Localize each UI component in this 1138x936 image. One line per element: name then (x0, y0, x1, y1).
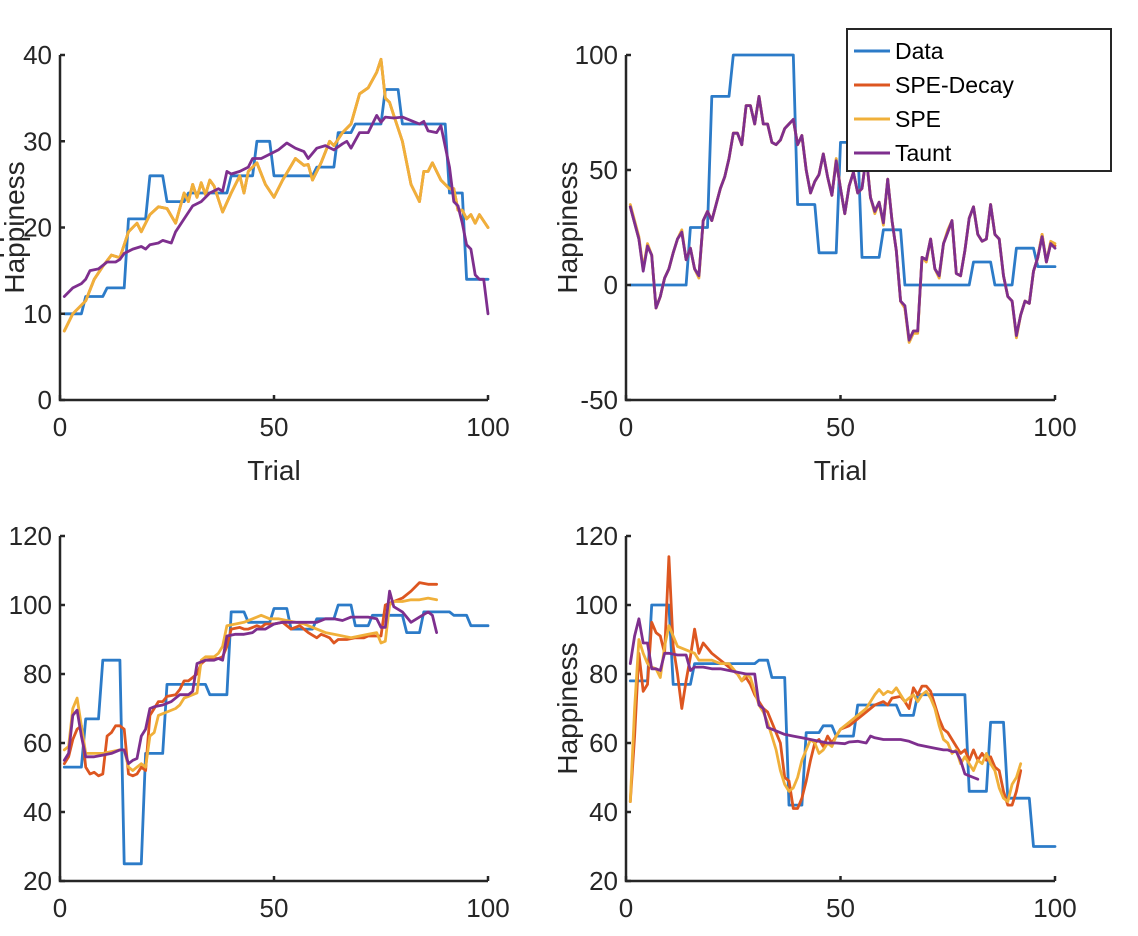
legend-box (846, 28, 1112, 172)
legend-entry: Data (854, 38, 944, 64)
series-group (628, 53, 1057, 344)
legend-label: Data (895, 38, 944, 64)
y-tick-label: 0 (38, 385, 52, 415)
x-tick-label: 50 (260, 412, 289, 442)
series-line-taunt (628, 617, 980, 781)
legend-label: SPE (895, 106, 941, 132)
x-tick-label: 0 (619, 893, 633, 923)
legend: Data SPE-Decay SPE Taunt (846, 28, 1112, 172)
y-tick-label: 20 (23, 866, 52, 896)
x-axis-label: Trial (814, 455, 867, 486)
series-line-data (628, 53, 1057, 287)
x-tick-label: 50 (826, 412, 855, 442)
y-tick-label: 40 (23, 40, 52, 70)
legend-entry: SPE (854, 106, 941, 132)
x-axis-label: Trial (247, 455, 300, 486)
series-line-taunt (62, 589, 438, 766)
legend-label: Taunt (895, 140, 952, 166)
y-axis-label: Happiness (552, 161, 583, 293)
x-tick-label: 100 (466, 412, 509, 442)
y-tick-label: 100 (9, 590, 52, 620)
series-line-taunt (628, 95, 1057, 342)
x-tick-label: 50 (260, 893, 289, 923)
y-tick-label: 60 (589, 728, 618, 758)
legend-entry: Taunt (854, 140, 952, 166)
x-tick-label: 50 (826, 893, 855, 923)
y-tick-label: -50 (580, 385, 618, 415)
y-tick-label: 80 (23, 659, 52, 689)
series-line-spe (628, 624, 1023, 803)
axes-box (624, 536, 1055, 883)
y-tick-label: 100 (575, 40, 618, 70)
x-tick-label: 0 (53, 412, 67, 442)
series-group (628, 555, 1057, 848)
y-tick-label: 30 (23, 126, 52, 156)
x-tick-label: 0 (619, 412, 633, 442)
y-tick-label: 0 (604, 270, 618, 300)
legend-entry: SPE-Decay (854, 72, 1014, 98)
subplot-bottom-right: 20 40 60 80 100 120 0 50 100 Happiness (552, 521, 1077, 923)
series-line-taunt (62, 114, 490, 316)
y-tick-label: 20 (23, 213, 52, 243)
y-tick-label: 40 (23, 797, 52, 827)
y-tick-label: 120 (9, 521, 52, 551)
y-axis-label: Happiness (552, 642, 583, 774)
series-group (62, 57, 490, 333)
x-tick-label: 100 (1033, 412, 1076, 442)
x-tick-label: 100 (466, 893, 509, 923)
y-tick-label: 60 (23, 728, 52, 758)
x-tick-label: 100 (1033, 893, 1076, 923)
x-tick-label: 0 (53, 893, 67, 923)
y-tick-label: 50 (589, 155, 618, 185)
y-axis-label: Happiness (0, 162, 4, 294)
series-line-spe-decay (628, 555, 1023, 810)
y-tick-label: 100 (575, 590, 618, 620)
y-tick-label: 40 (589, 797, 618, 827)
y-tick-label: 10 (23, 299, 52, 329)
y-tick-label: 80 (589, 659, 618, 689)
y-tick-label: 20 (589, 866, 618, 896)
axes-box (58, 55, 488, 402)
series-line-data (62, 603, 490, 866)
series-line-spe (62, 57, 490, 333)
y-tick-label: 120 (575, 521, 618, 551)
subplot-bottom-left: 20 40 60 80 100 120 0 50 100 (9, 521, 510, 923)
y-axis-label: Happiness (0, 161, 30, 293)
series-group (62, 581, 490, 866)
series-line-data (62, 88, 490, 316)
legend-label: SPE-Decay (895, 72, 1014, 98)
